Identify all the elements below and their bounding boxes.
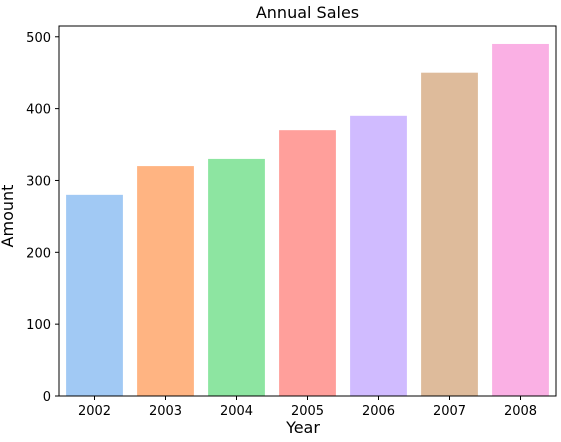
x-tick-label: 2007 [433, 404, 466, 419]
bar-2005 [279, 130, 336, 397]
x-tick-label: 2005 [291, 404, 324, 419]
y-tick-label: 0 [43, 390, 51, 405]
bar-2004 [208, 158, 265, 396]
x-tick-label: 2008 [504, 404, 537, 419]
y-axis-label: Amount [0, 185, 17, 248]
bars [66, 43, 549, 397]
bar-2003 [137, 166, 194, 396]
y-tick-label: 500 [26, 31, 51, 46]
y-tick-label: 400 [26, 103, 51, 118]
x-tick-label: 2003 [149, 404, 182, 419]
x-tick-label: 2004 [220, 404, 253, 419]
bar-2006 [350, 115, 407, 397]
x-axis-label: Year [285, 418, 320, 437]
plot-frame [58, 25, 557, 397]
x-tick-label: 2006 [362, 404, 395, 419]
y-axis-ticks: 0 100 200 300 400 500 [26, 31, 59, 405]
y-tick-label: 200 [26, 246, 51, 261]
x-tick-label: 2002 [78, 404, 111, 419]
y-tick-label: 100 [26, 318, 51, 333]
chart-title: Annual Sales [256, 3, 359, 22]
bar-2002 [66, 194, 123, 396]
x-axis-ticks: 2002 2003 2004 2005 2006 2007 2008 [78, 396, 537, 419]
y-tick-label: 300 [26, 174, 51, 189]
bar-2007 [421, 72, 478, 396]
bar-2008 [492, 43, 549, 396]
